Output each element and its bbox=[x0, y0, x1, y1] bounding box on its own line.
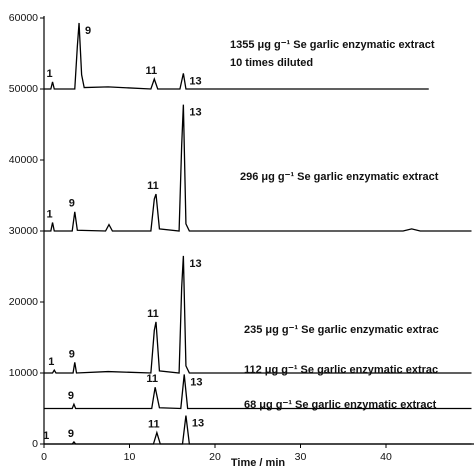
peak-label: 9 bbox=[85, 25, 91, 37]
y-tick-label: 0 bbox=[32, 438, 38, 450]
peak-label: 1 bbox=[48, 356, 54, 368]
trace-label: 1355 μg g⁻¹ Se garlic enzymatic extract bbox=[230, 39, 435, 51]
trace bbox=[44, 255, 472, 374]
trace bbox=[44, 415, 472, 445]
peak-label: 13 bbox=[192, 418, 204, 430]
x-tick-label: 30 bbox=[295, 451, 307, 463]
peak-label: 1 bbox=[43, 430, 49, 442]
x-tick-label: 0 bbox=[41, 451, 47, 463]
peak-label: 11 bbox=[147, 308, 159, 320]
peak-label: 11 bbox=[146, 373, 158, 385]
trace-label: 235 μg g⁻¹ Se garlic enzymatic extrac bbox=[244, 324, 439, 336]
y-tick-label: 50000 bbox=[9, 83, 38, 95]
peak-label: 13 bbox=[189, 258, 201, 270]
x-axis-label: Time / min bbox=[231, 457, 285, 469]
trace-label: 112 μg g⁻¹ Se garlic enzymatic extrac bbox=[244, 364, 438, 376]
peak-label: 1 bbox=[46, 68, 52, 80]
peak-label: 11 bbox=[147, 180, 159, 192]
peak-label: 9 bbox=[69, 348, 75, 360]
trace-note: 10 times diluted bbox=[230, 57, 313, 69]
peak-label: 13 bbox=[189, 75, 201, 87]
peak-label: 13 bbox=[189, 107, 201, 119]
trace bbox=[44, 22, 429, 90]
y-tick-label: 30000 bbox=[9, 225, 38, 237]
trace-label: 296 μg g⁻¹ Se garlic enzymatic extract bbox=[240, 171, 439, 183]
x-tick-label: 10 bbox=[124, 451, 136, 463]
peak-label: 11 bbox=[145, 65, 157, 77]
x-tick-label: 40 bbox=[380, 451, 392, 463]
trace bbox=[44, 374, 472, 410]
peak-label: 1 bbox=[46, 208, 52, 220]
peak-label: 11 bbox=[148, 419, 160, 431]
x-tick-label: 20 bbox=[209, 451, 221, 463]
peak-label: 13 bbox=[190, 376, 202, 388]
peak-label: 9 bbox=[69, 198, 75, 210]
y-tick-label: 40000 bbox=[9, 154, 38, 166]
peak-label: 9 bbox=[68, 390, 74, 402]
trace-label: 68 μg g⁻¹ Se garlic enzymatic extract bbox=[244, 399, 437, 411]
y-tick-label: 60000 bbox=[9, 12, 38, 24]
peak-label: 9 bbox=[68, 428, 74, 440]
y-tick-label: 10000 bbox=[9, 367, 38, 379]
y-tick-label: 20000 bbox=[9, 296, 38, 308]
trace bbox=[44, 104, 472, 232]
